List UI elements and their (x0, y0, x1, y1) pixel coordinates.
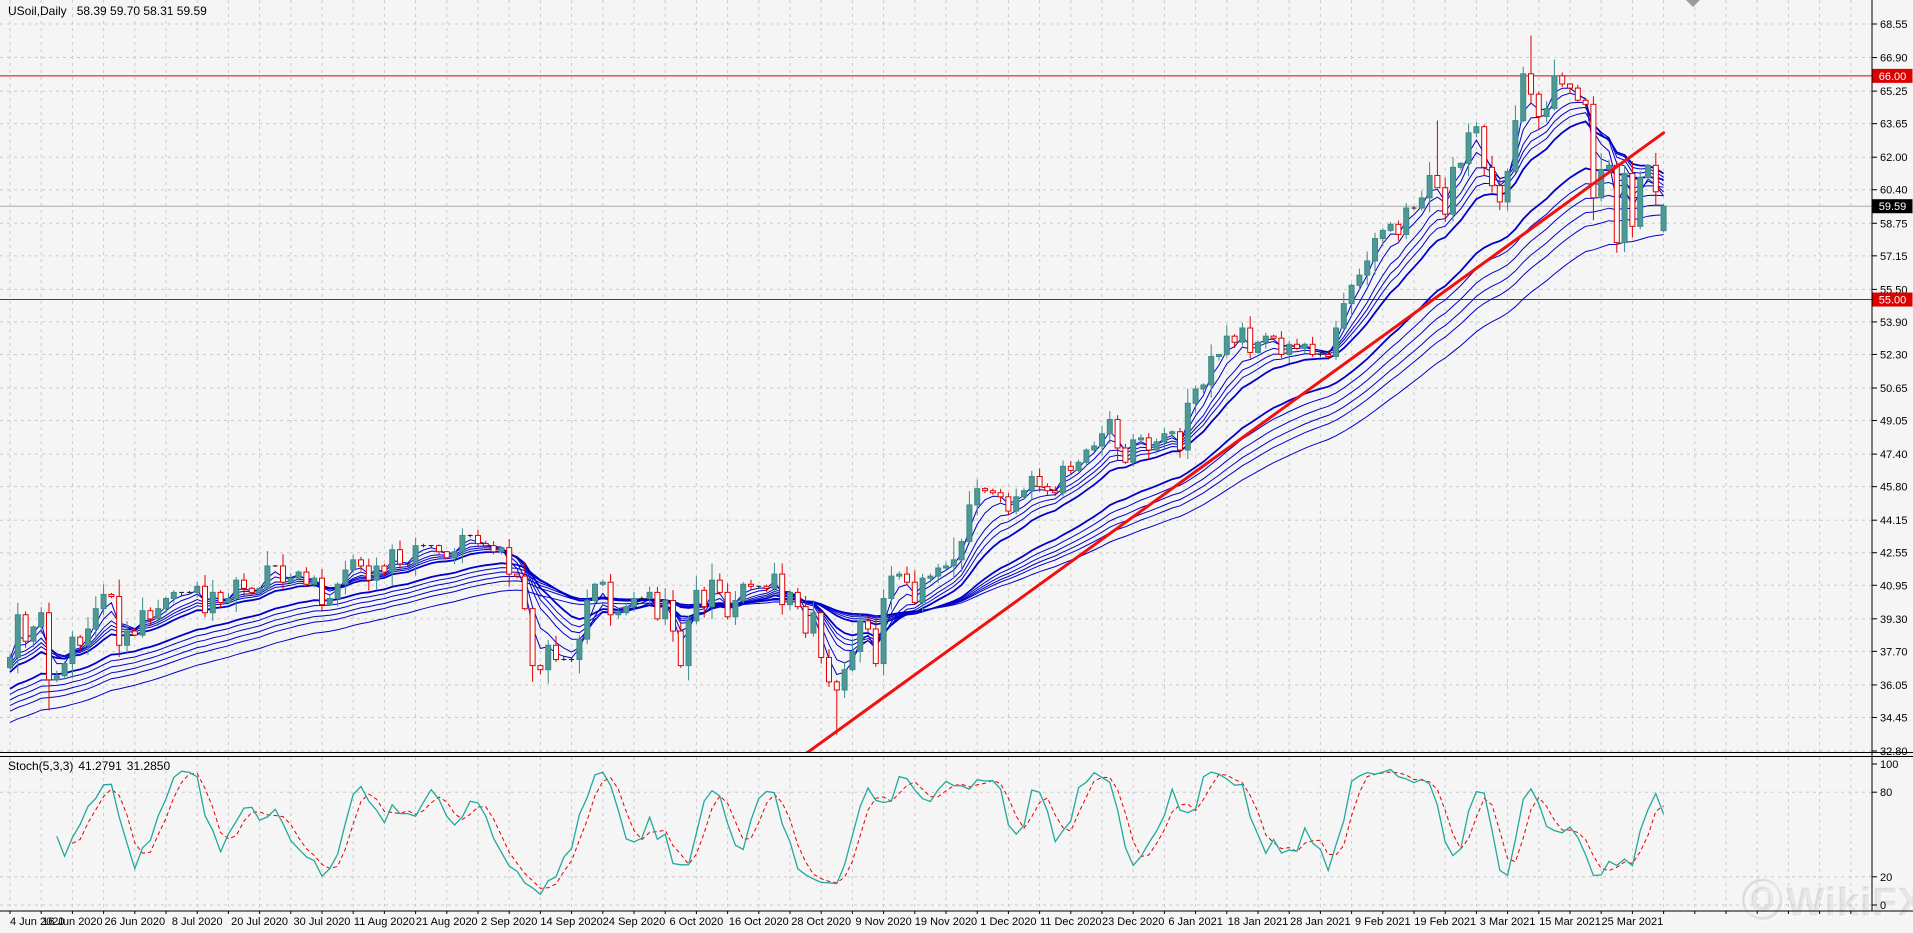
stoch-panel (0, 757, 1872, 911)
ema-15 (9, 120, 1665, 673)
svg-text:59.59: 59.59 (1879, 201, 1907, 213)
svg-text:6 Jan 2021: 6 Jan 2021 (1168, 916, 1222, 928)
svg-text:0: 0 (1880, 900, 1886, 912)
svg-text:23 Dec 2020: 23 Dec 2020 (1102, 916, 1164, 928)
svg-text:4 Jun 2020: 4 Jun 2020 (10, 916, 64, 928)
svg-text:16 Jun 2020: 16 Jun 2020 (42, 916, 103, 928)
svg-text:21 Aug 2020: 21 Aug 2020 (416, 916, 478, 928)
svg-text:16 Oct 2020: 16 Oct 2020 (729, 916, 789, 928)
svg-text:19 Nov 2020: 19 Nov 2020 (915, 916, 977, 928)
ema-30 (9, 167, 1664, 690)
svg-text:30 Jul 2020: 30 Jul 2020 (294, 916, 351, 928)
svg-text:63.65: 63.65 (1880, 119, 1908, 131)
chart-title: USoil,Daily 58.39 59.70 58.31 59.59 (8, 4, 207, 18)
chart-shift-marker-icon[interactable] (1686, 0, 1700, 7)
ema-3 (9, 87, 1665, 676)
svg-text:9 Nov 2020: 9 Nov 2020 (855, 916, 911, 928)
svg-text:44.15: 44.15 (1880, 515, 1908, 527)
ema-35 (9, 181, 1664, 695)
stoch-d-value: 31.2850 (126, 759, 171, 773)
svg-text:11 Aug 2020: 11 Aug 2020 (354, 916, 415, 928)
wikifx-watermark: ⓄWikiFX (1742, 868, 1913, 929)
svg-text:8 Jul 2020: 8 Jul 2020 (172, 916, 223, 928)
svg-text:14 Sep 2020: 14 Sep 2020 (540, 916, 602, 928)
grid-stoch (0, 757, 1872, 911)
svg-text:100: 100 (1880, 759, 1898, 771)
svg-text:66.00: 66.00 (1879, 71, 1907, 83)
svg-text:80: 80 (1880, 787, 1892, 799)
chart-symbol-period: USoil,Daily (8, 4, 67, 18)
ema-12 (9, 112, 1664, 670)
svg-text:39.30: 39.30 (1880, 614, 1908, 626)
svg-text:20 Jul 2020: 20 Jul 2020 (231, 916, 288, 928)
candles (7, 35, 1667, 735)
svg-text:57.15: 57.15 (1880, 251, 1908, 263)
svg-text:49.05: 49.05 (1880, 416, 1908, 428)
price-badge-level-66.00: 66.00 (1872, 68, 1913, 83)
svg-text:66.90: 66.90 (1880, 53, 1908, 65)
svg-text:58.75: 58.75 (1880, 218, 1908, 230)
svg-text:11 Dec 2020: 11 Dec 2020 (1040, 916, 1102, 928)
svg-text:32.80: 32.80 (1880, 746, 1908, 758)
ema-10 (9, 106, 1664, 667)
svg-text:55.00: 55.00 (1879, 295, 1907, 307)
wikifx-logo-icon: Ⓞ (1742, 878, 1786, 925)
svg-text:28 Oct 2020: 28 Oct 2020 (791, 916, 851, 928)
svg-text:18 Jan 2021: 18 Jan 2021 (1228, 916, 1289, 928)
svg-text:1 Dec 2020: 1 Dec 2020 (980, 916, 1036, 928)
ema-40 (9, 194, 1664, 701)
svg-text:45.80: 45.80 (1880, 482, 1908, 494)
ema-5 (9, 92, 1664, 664)
stoch-k-line (56, 768, 1665, 896)
axes (0, 0, 1913, 912)
stoch-name: Stoch(5,3,3) (8, 759, 74, 773)
svg-text:34.45: 34.45 (1880, 712, 1908, 724)
stoch-d-line (72, 771, 1664, 889)
svg-text:28 Jan 2021: 28 Jan 2021 (1290, 916, 1351, 928)
ema-45 (9, 204, 1664, 707)
trendline[interactable] (805, 131, 1666, 754)
ema-ribbon (9, 87, 1665, 723)
stoch-k-value: 41.2791 (78, 759, 122, 773)
svg-text:40.95: 40.95 (1880, 580, 1908, 592)
svg-text:60.40: 60.40 (1880, 185, 1908, 197)
svg-text:36.05: 36.05 (1880, 680, 1908, 692)
price-badge-current: 59.59 (1872, 199, 1913, 214)
svg-text:65.25: 65.25 (1880, 86, 1908, 98)
wikifx-watermark-text: WikiFX (1787, 881, 1913, 925)
main-panel (0, 0, 1872, 754)
svg-text:53.90: 53.90 (1880, 317, 1908, 329)
price-axis-labels: 68.55 66.90 65.25 63.65 62.00 60.40 58.75 57.15… (1872, 19, 1908, 912)
svg-text:50.65: 50.65 (1880, 383, 1908, 395)
stoch-indicator-label: Stoch(5,3,3) 41.2791 31.2850 (8, 759, 175, 773)
svg-text:37.70: 37.70 (1880, 646, 1908, 658)
svg-text:62.00: 62.00 (1880, 152, 1908, 164)
svg-text:20: 20 (1880, 872, 1892, 884)
svg-text:52.30: 52.30 (1880, 349, 1908, 361)
svg-text:24 Sep 2020: 24 Sep 2020 (603, 916, 665, 928)
price-badge-level-55.00: 55.00 (1872, 292, 1913, 307)
ema-60 (9, 234, 1664, 723)
ema-8 (9, 101, 1664, 665)
svg-text:47.40: 47.40 (1880, 449, 1908, 461)
svg-text:2 Sep 2020: 2 Sep 2020 (481, 916, 537, 928)
chart-ohlc-readout: 58.39 59.70 58.31 59.59 (76, 4, 207, 18)
svg-text:6 Oct 2020: 6 Oct 2020 (669, 916, 723, 928)
svg-text:3 Mar 2021: 3 Mar 2021 (1480, 916, 1536, 928)
svg-text:25 Mar 2021: 25 Mar 2021 (1602, 916, 1664, 928)
svg-text:68.55: 68.55 (1880, 19, 1908, 31)
svg-text:9 Feb 2021: 9 Feb 2021 (1355, 916, 1411, 928)
svg-text:19 Feb 2021: 19 Feb 2021 (1414, 916, 1476, 928)
svg-text:42.55: 42.55 (1880, 548, 1908, 560)
svg-text:26 Jun 2020: 26 Jun 2020 (105, 916, 166, 928)
svg-text:15 Mar 2021: 15 Mar 2021 (1539, 916, 1601, 928)
